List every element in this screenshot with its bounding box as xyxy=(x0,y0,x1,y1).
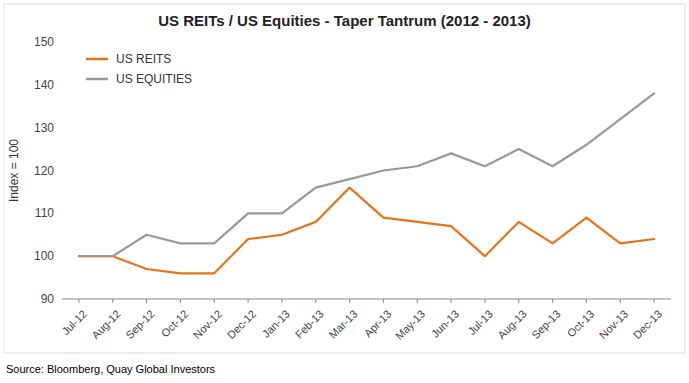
x-tick xyxy=(620,299,621,303)
legend-label: US EQUITIES xyxy=(116,72,192,86)
x-tick xyxy=(417,299,418,303)
y-tick-label: 150 xyxy=(34,35,54,49)
x-tick-label: Apr-13 xyxy=(362,308,394,340)
y-axis-label: Index = 100 xyxy=(7,139,21,202)
x-tick-label: Mar-13 xyxy=(327,308,360,341)
x-tick-label: Jun-13 xyxy=(429,308,461,340)
x-tick xyxy=(451,299,452,303)
x-tick-label: Nov-12 xyxy=(191,308,225,342)
x-tick xyxy=(146,299,147,303)
x-tick-label: May-13 xyxy=(393,308,427,342)
x-tick xyxy=(349,299,350,303)
x-tick xyxy=(180,299,181,303)
x-tick xyxy=(315,299,316,303)
series-line xyxy=(79,93,654,256)
x-tick-label: Jul-12 xyxy=(59,308,89,338)
chart-svg: US REITs / US Equities - Taper Tantrum (… xyxy=(0,0,689,383)
x-tick-label: Oct-13 xyxy=(565,308,597,340)
x-axis-line xyxy=(62,299,671,300)
x-tick-label: Aug-13 xyxy=(495,308,529,342)
x-tick xyxy=(518,299,519,303)
x-tick-label: Dec-12 xyxy=(225,308,259,342)
x-tick xyxy=(78,299,79,303)
x-tick-label: Jan-13 xyxy=(260,308,292,340)
x-tick xyxy=(484,299,485,303)
x-tick xyxy=(552,299,553,303)
x-tick-label: Aug-12 xyxy=(89,308,123,342)
y-tick-label: 100 xyxy=(34,249,54,263)
x-tick xyxy=(654,299,655,303)
x-tick xyxy=(248,299,249,303)
x-tick-label: Sep-13 xyxy=(529,308,563,342)
x-tick-label: Dec-13 xyxy=(631,308,665,342)
y-tick-label: 110 xyxy=(35,206,54,220)
chart-container: US REITs / US Equities - Taper Tantrum (… xyxy=(0,0,689,383)
y-tick-label: 90 xyxy=(41,292,55,306)
x-tick-label: Jul-13 xyxy=(465,308,495,338)
x-tick xyxy=(383,299,384,303)
x-tick xyxy=(586,299,587,303)
y-tick-label: 130 xyxy=(34,121,54,135)
x-tick xyxy=(112,299,113,303)
x-tick xyxy=(214,299,215,303)
legend-label: US REITS xyxy=(116,52,171,66)
series-line xyxy=(79,188,654,274)
y-tick-label: 140 xyxy=(34,78,54,92)
x-tick-label: Feb-13 xyxy=(293,308,326,341)
x-tick-label: Nov-13 xyxy=(597,308,631,342)
frame xyxy=(4,4,685,353)
x-tick-label: Oct-12 xyxy=(159,308,191,340)
legend-swatch xyxy=(86,58,108,61)
source-note: Source: Bloomberg, Quay Global Investors xyxy=(6,363,216,375)
y-tick-label: 120 xyxy=(34,164,54,178)
x-tick-label: Sep-12 xyxy=(123,308,157,342)
legend: US REITS US EQUITIES xyxy=(86,52,192,86)
x-tick xyxy=(281,299,282,303)
legend-swatch xyxy=(86,78,108,81)
plot-area xyxy=(79,93,654,273)
title: US REITs / US Equities - Taper Tantrum (… xyxy=(158,12,531,29)
